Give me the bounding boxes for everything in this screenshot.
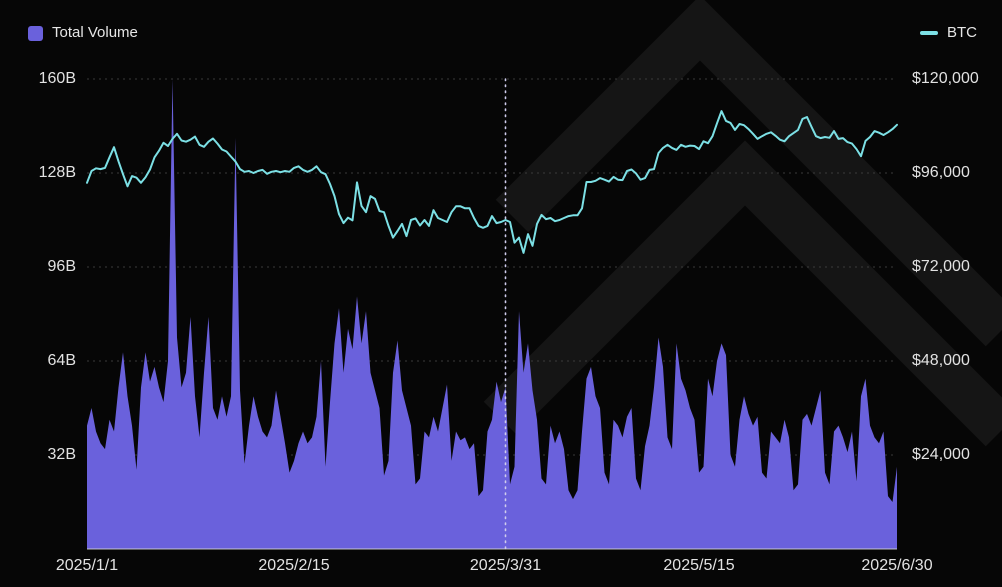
legend-btc-label: BTC bbox=[947, 24, 977, 41]
legend-total-volume[interactable]: Total Volume bbox=[28, 25, 138, 41]
btc-line-swatch-icon bbox=[920, 31, 938, 35]
volume-swatch-icon bbox=[28, 25, 43, 41]
legend-volume-label: Total Volume bbox=[52, 24, 138, 41]
btc-price-line bbox=[86, 110, 898, 254]
volume-area-series bbox=[87, 79, 897, 549]
watermark-logo bbox=[483, 140, 1002, 447]
watermark-logo bbox=[495, 0, 1002, 347]
legend-btc[interactable]: BTC bbox=[920, 25, 977, 41]
